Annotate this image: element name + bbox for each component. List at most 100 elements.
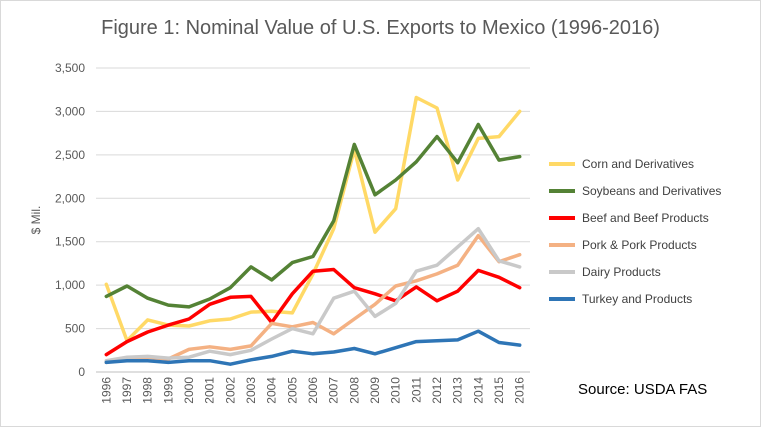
x-tick-label: 1998	[141, 377, 155, 404]
data-point	[498, 260, 500, 262]
data-point	[395, 179, 397, 181]
y-tick-label: 0	[78, 365, 85, 379]
data-point	[209, 350, 211, 352]
data-point	[188, 348, 190, 350]
x-tick-label: 2016	[513, 377, 527, 404]
legend-swatch	[549, 270, 575, 274]
y-tick-label: 3,500	[55, 61, 85, 75]
gridlines	[96, 67, 530, 373]
data-point	[477, 137, 479, 139]
data-point	[188, 306, 190, 308]
data-point	[188, 318, 190, 320]
data-point	[457, 264, 459, 266]
data-point	[436, 340, 438, 342]
data-point	[209, 303, 211, 305]
data-point	[436, 273, 438, 275]
data-point	[353, 287, 355, 289]
data-point	[147, 331, 149, 333]
data-point	[250, 311, 252, 313]
data-point	[271, 310, 273, 312]
legend-item: Soybeans and Derivatives	[549, 182, 721, 200]
data-point	[250, 349, 252, 351]
data-point	[395, 347, 397, 349]
legend-label: Beef and Beef Products	[582, 211, 709, 225]
x-tick-label: 2006	[306, 377, 320, 404]
x-tick-label: 2014	[471, 377, 485, 404]
data-point	[333, 351, 335, 353]
data-point	[312, 322, 314, 323]
data-point	[333, 228, 335, 230]
data-point	[312, 353, 314, 355]
y-tick-label: 1,500	[55, 235, 85, 249]
data-point	[477, 124, 479, 125]
data-point	[271, 322, 273, 324]
x-tick-label: 2008	[347, 377, 361, 404]
legend-label: Soybeans and Derivatives	[582, 184, 722, 198]
legend-label: Dairy Products	[582, 265, 661, 279]
data-point	[519, 110, 521, 112]
data-point	[126, 285, 128, 287]
data-point	[436, 300, 438, 302]
x-tick-label: 2005	[285, 377, 299, 404]
x-tick-label: 2009	[368, 377, 382, 404]
x-tick-label: 1996	[99, 377, 113, 404]
data-point	[415, 280, 417, 282]
data-point	[519, 254, 521, 256]
data-point	[126, 356, 128, 358]
y-tick-label: 1,000	[55, 278, 85, 292]
data-point	[415, 97, 417, 98]
legend-label: Turkey and Products	[582, 292, 693, 306]
data-point	[167, 357, 169, 359]
data-point	[477, 235, 479, 237]
data-point	[188, 356, 190, 358]
data-point	[250, 266, 252, 268]
data-point	[147, 319, 149, 321]
y-tick-label: 2,000	[55, 191, 85, 205]
data-point	[374, 303, 376, 305]
data-point	[457, 290, 459, 292]
data-point	[105, 283, 107, 285]
data-point	[312, 333, 314, 335]
data-point	[374, 231, 376, 233]
data-point	[167, 304, 169, 306]
data-point	[291, 350, 293, 352]
series-line-2	[104, 122, 522, 309]
legend-label: Pork & Pork Products	[582, 238, 697, 252]
data-point	[519, 344, 521, 346]
data-point	[498, 159, 500, 161]
data-point	[415, 161, 417, 163]
data-point	[229, 287, 231, 289]
legend-swatch	[549, 243, 575, 247]
data-point	[436, 136, 438, 138]
data-point	[457, 246, 459, 248]
data-point	[209, 360, 211, 362]
legend-item: Dairy Products	[549, 263, 661, 281]
x-tick-label: 2015	[492, 377, 506, 404]
x-tick-label: 2003	[244, 377, 258, 404]
data-point	[498, 276, 500, 278]
series-line-3	[104, 267, 522, 357]
data-point	[188, 325, 190, 327]
data-point	[167, 324, 169, 326]
data-point	[291, 262, 293, 264]
legend-swatch	[549, 162, 575, 166]
data-point	[519, 287, 521, 289]
x-tick-label: 2013	[451, 377, 465, 404]
data-point	[291, 328, 293, 330]
legend-swatch	[549, 297, 575, 301]
data-point	[374, 194, 376, 196]
legend-swatch	[549, 216, 575, 220]
data-point	[436, 264, 438, 266]
data-point	[333, 333, 335, 335]
data-point	[188, 360, 190, 362]
data-point	[415, 270, 417, 272]
legend-swatch	[549, 189, 575, 193]
data-point	[374, 293, 376, 295]
data-point	[271, 279, 273, 281]
data-point	[209, 320, 211, 322]
data-point	[457, 179, 459, 181]
y-tick-label: 3,000	[55, 104, 85, 118]
data-point	[374, 315, 376, 317]
x-tick-label: 2000	[182, 377, 196, 404]
data-point	[333, 297, 335, 299]
